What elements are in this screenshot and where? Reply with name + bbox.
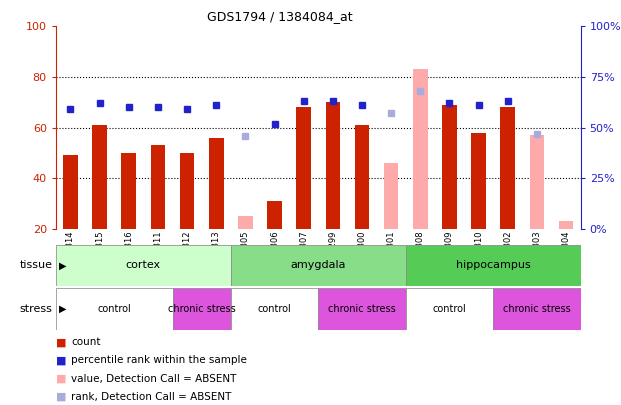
- Bar: [296, 107, 311, 229]
- Text: chronic stress: chronic stress: [328, 304, 396, 314]
- Text: rank, Detection Call = ABSENT: rank, Detection Call = ABSENT: [71, 392, 232, 402]
- Bar: [209, 138, 224, 229]
- Bar: [413, 69, 428, 229]
- Text: count: count: [71, 337, 101, 347]
- Bar: [238, 216, 253, 229]
- Bar: [231, 288, 318, 330]
- Text: GDS1794 / 1384084_at: GDS1794 / 1384084_at: [207, 10, 352, 23]
- Text: control: control: [97, 304, 131, 314]
- Bar: [559, 221, 573, 229]
- Text: ■: ■: [56, 392, 66, 402]
- Bar: [151, 145, 165, 229]
- Text: value, Detection Call = ABSENT: value, Detection Call = ABSENT: [71, 374, 237, 384]
- Bar: [93, 125, 107, 229]
- Bar: [471, 133, 486, 229]
- Text: stress: stress: [20, 304, 53, 314]
- Bar: [493, 288, 581, 330]
- Text: cortex: cortex: [126, 260, 161, 270]
- Text: ■: ■: [56, 356, 66, 365]
- Bar: [122, 153, 136, 229]
- Bar: [173, 288, 231, 330]
- Bar: [355, 125, 369, 229]
- Text: control: control: [433, 304, 466, 314]
- Bar: [56, 245, 231, 286]
- Text: hippocampus: hippocampus: [456, 260, 530, 270]
- Text: ■: ■: [56, 374, 66, 384]
- Bar: [384, 163, 399, 229]
- Bar: [56, 288, 173, 330]
- Bar: [180, 153, 194, 229]
- Text: ▶: ▶: [59, 260, 66, 270]
- Bar: [267, 201, 282, 229]
- Text: ▶: ▶: [59, 304, 66, 314]
- Text: chronic stress: chronic stress: [503, 304, 571, 314]
- Bar: [325, 102, 340, 229]
- Text: percentile rank within the sample: percentile rank within the sample: [71, 356, 247, 365]
- Bar: [501, 107, 515, 229]
- Bar: [442, 105, 456, 229]
- Bar: [318, 288, 406, 330]
- Bar: [406, 245, 581, 286]
- Text: ■: ■: [56, 337, 66, 347]
- Bar: [231, 245, 406, 286]
- Bar: [63, 156, 78, 229]
- Text: control: control: [258, 304, 291, 314]
- Text: amygdala: amygdala: [291, 260, 346, 270]
- Bar: [530, 135, 544, 229]
- Text: tissue: tissue: [20, 260, 53, 270]
- Bar: [406, 288, 493, 330]
- Text: chronic stress: chronic stress: [168, 304, 235, 314]
